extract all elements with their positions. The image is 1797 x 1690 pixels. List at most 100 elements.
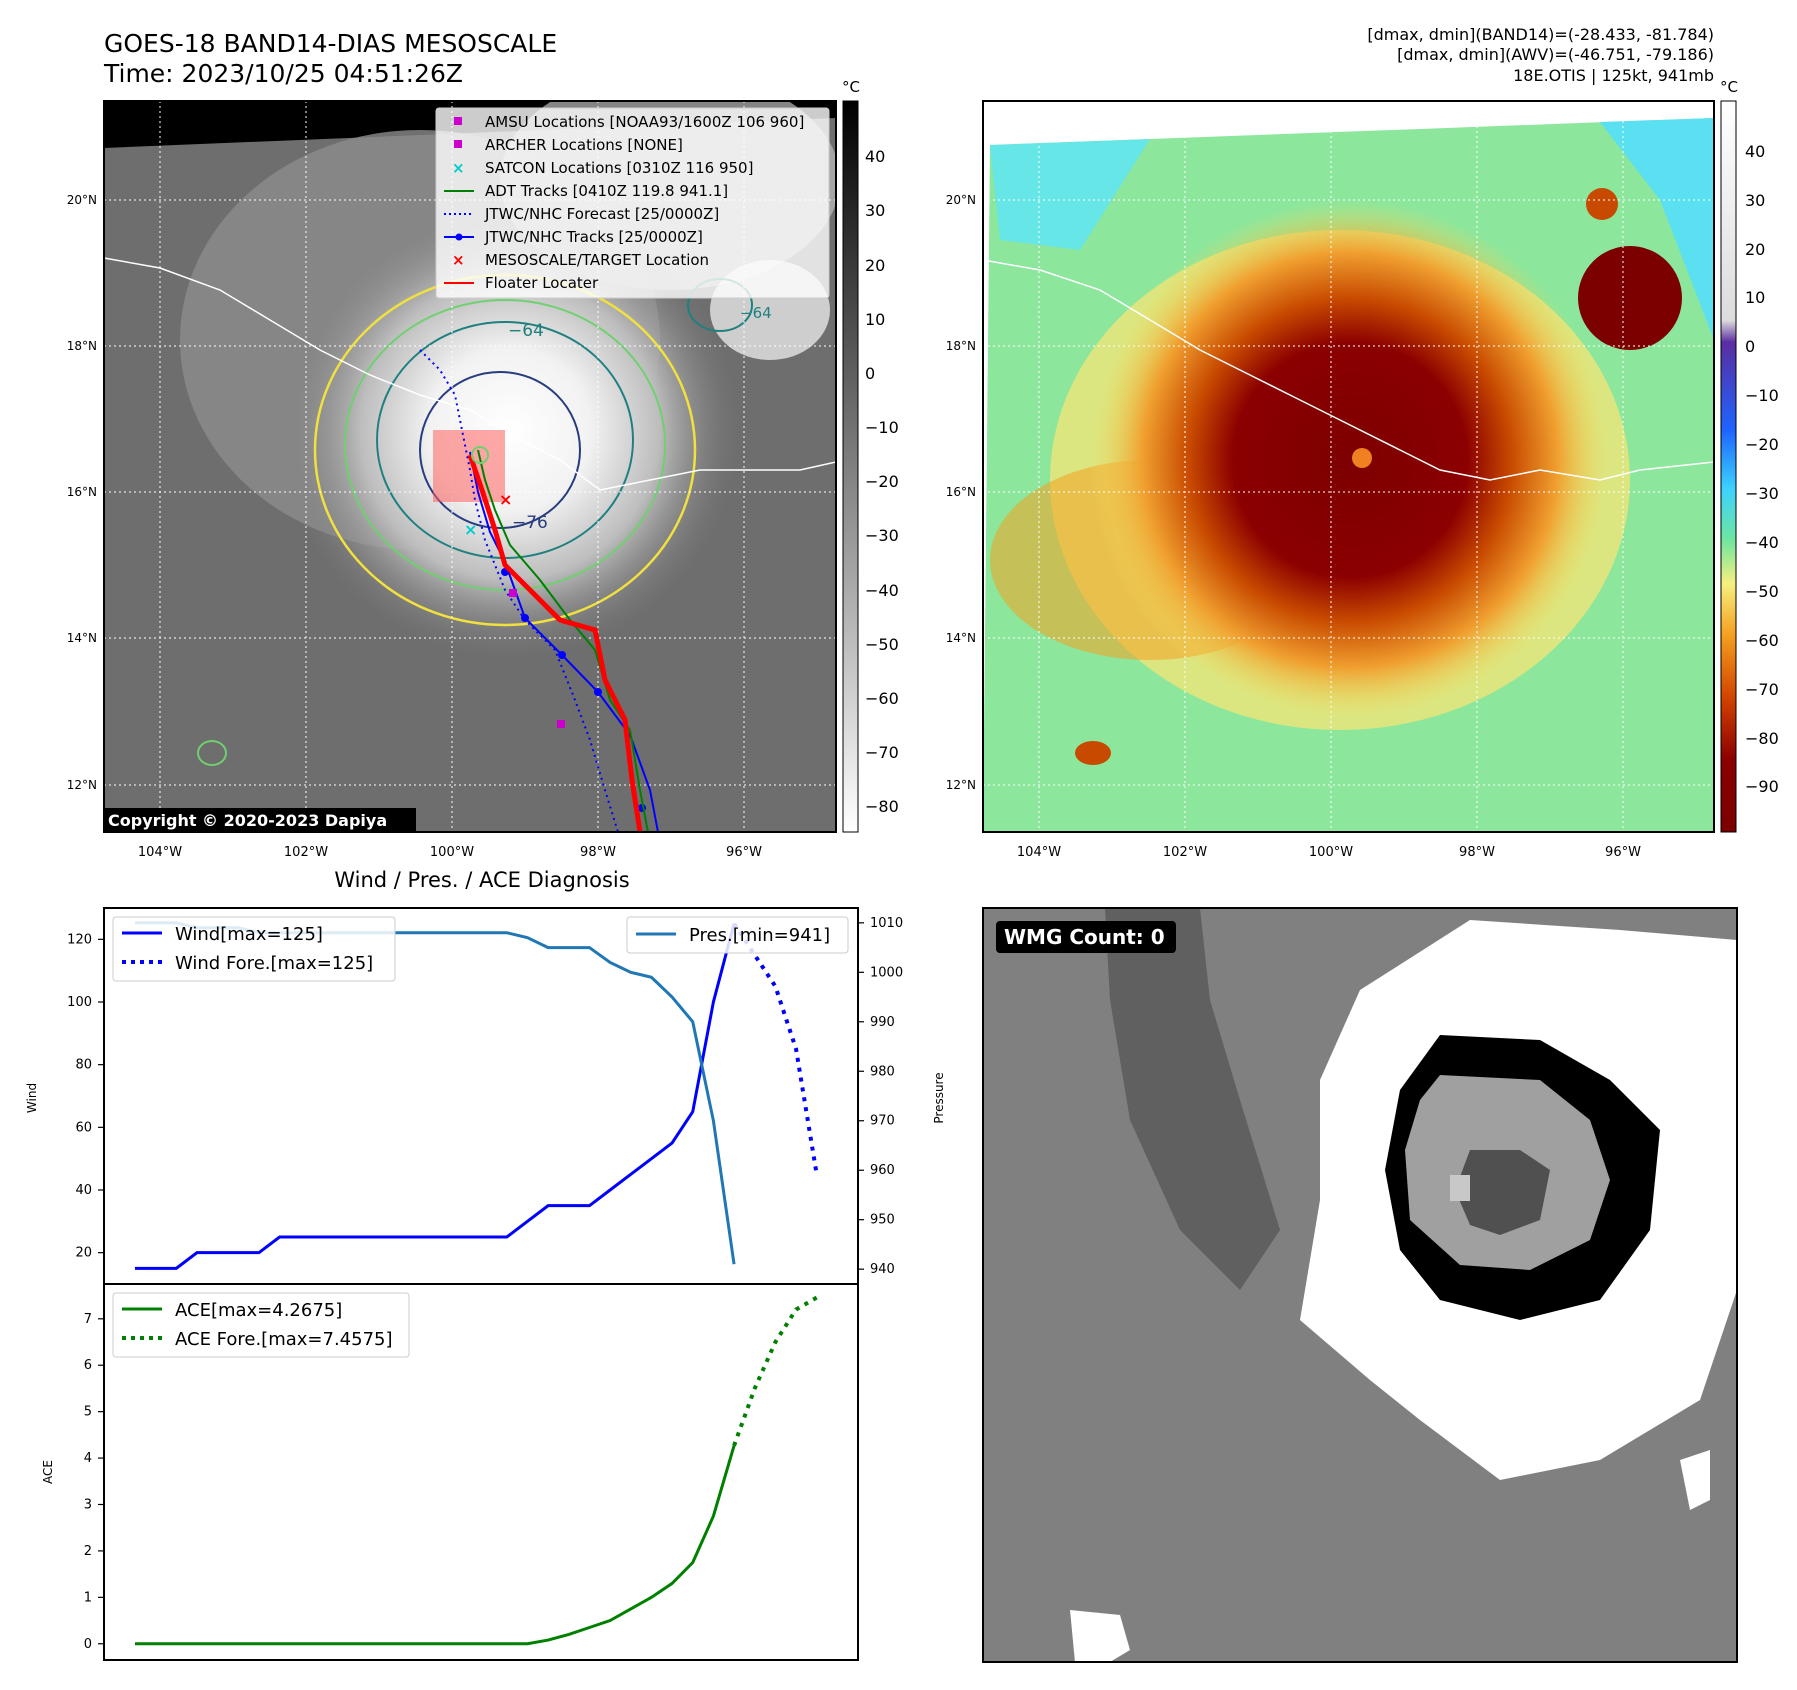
wind-yticks: 20 40 60 80 100 120 [67, 932, 104, 1261]
diagnosis-title: Wind / Pres. / ACE Diagnosis [334, 868, 629, 892]
info-band14: [dmax, dmin](BAND14)=(-28.433, -81.784) [1367, 25, 1714, 44]
pressure-ytick-label: 1010 [870, 916, 903, 931]
pressure-ytick-label: 1000 [870, 965, 903, 980]
pressure-ytick-label: 950 [870, 1213, 895, 1228]
legend-satcon-icon: × [452, 159, 465, 177]
dias-cell-3 [1075, 741, 1111, 765]
ir-colorbar-tick: −10 [865, 418, 899, 437]
jtwc-forecast-track [419, 349, 619, 832]
figure-title: GOES-18 BAND14-DIAS MESOSCALE [104, 29, 557, 58]
dias-colorbar-tick: −20 [1745, 435, 1779, 454]
dias-colorbar [1720, 100, 1737, 833]
dias-lat-tick: 14°N [946, 631, 976, 645]
wind-ytick-label: 60 [75, 1120, 92, 1135]
ir-colorbar-tick: 0 [865, 364, 875, 383]
info-awv: [dmax, dmin](AWV)=(-46.751, -79.186) [1397, 45, 1714, 64]
pressure-yticks: 940 950 960 970 980 990 1000 1010 [858, 916, 903, 1277]
legend-archer-icon [454, 140, 462, 148]
ir-lat-tick: 12°N [67, 778, 97, 792]
wmg-panel: WMG Count: 0 [982, 907, 1738, 1663]
wmg-eye [1450, 1175, 1470, 1201]
dias-cool-region-2 [1600, 118, 1714, 340]
legend-target: MESOSCALE/TARGET Location [485, 251, 709, 269]
adt-track [477, 449, 649, 832]
ace-fore-legend-label: ACE Fore.[max=7.4575] [175, 1329, 393, 1350]
wind-fore-legend-label: Wind Fore.[max=125] [175, 953, 373, 974]
info-storm: 18E.OTIS | 125kt, 941mb [1513, 66, 1714, 85]
dias-colorbar-tick: 30 [1745, 191, 1765, 210]
ir-lat-tick: 18°N [67, 339, 97, 353]
wmg-count: WMG Count: 0 [1004, 925, 1165, 949]
dias-lat-tick: 20°N [946, 193, 976, 207]
ace-ytick-label: 1 [84, 1590, 92, 1605]
ir-colorbar [842, 100, 859, 833]
ir-colorbar-tick: −70 [865, 743, 899, 762]
ir-colorbar-tick: −60 [865, 689, 899, 708]
ir-colorbar-tick: −80 [865, 797, 899, 816]
contour-76 [419, 371, 581, 529]
ace-legend-box [112, 1292, 410, 1358]
ir-lon-tick: 96°W [726, 845, 762, 860]
wmg-patch-2 [1070, 1610, 1130, 1662]
target-marker: × [499, 490, 512, 509]
ir-lat-tick: 14°N [67, 631, 97, 645]
ace-series-group [134, 1295, 818, 1646]
pres-legend-box [626, 916, 849, 954]
ace-forecast-series-line [732, 1295, 818, 1447]
contour-label-2: −76 [512, 513, 548, 533]
ir-colorbar-tick: −40 [865, 581, 899, 600]
pressure-ytick-label: 970 [870, 1114, 895, 1129]
wind-ylabel: Wind [25, 1083, 39, 1113]
wmg-count-box [996, 921, 1176, 953]
dias-map-frame [982, 100, 1715, 833]
dias-lon-tick: 96°W [1605, 845, 1641, 860]
ir-colorbar-tick: 40 [865, 147, 885, 166]
dias-colorbar-tick: 10 [1745, 288, 1765, 307]
wind-ytick-label: 80 [75, 1058, 92, 1073]
dias-cell-2 [1586, 188, 1618, 220]
ir-colorbar-tick: −50 [865, 635, 899, 654]
eye-contour [471, 446, 489, 464]
legend-target-icon: × [452, 251, 465, 269]
wind-ytick-label: 20 [75, 1246, 92, 1261]
wmg-patch-1 [1680, 1450, 1710, 1510]
dias-colorbar-tick: −10 [1745, 386, 1779, 405]
legend-jtwc: JTWC/NHC Tracks [25/0000Z] [484, 228, 703, 246]
wind-ytick-label: 40 [75, 1183, 92, 1198]
legend-satcon: SATCON Locations [0310Z 116 950] [485, 159, 753, 177]
wmg-inner-ring [1455, 1150, 1550, 1235]
floater-track [467, 454, 643, 832]
ace-ytick-label: 7 [84, 1312, 92, 1327]
pressure-ytick-label: 990 [870, 1015, 895, 1030]
ace-ytick-label: 2 [84, 1544, 92, 1559]
ace-ytick-label: 3 [84, 1497, 92, 1512]
ir-lon-tick: 98°W [580, 845, 616, 860]
wind-pressure-chart: Wind / Pres. / ACE Diagnosis Wind Pressu… [25, 868, 946, 1285]
ir-lat-tick: 20°N [67, 193, 97, 207]
dias-colorbar-tick: −50 [1745, 582, 1779, 601]
dias-lon-tick: 100°W [1309, 845, 1353, 860]
ace-chart: ACE 0 1 2 3 4 5 6 7 ACE[max=4.2675] ACE Fore.[m… [41, 1283, 859, 1661]
wind-ytick-label: 100 [67, 995, 92, 1010]
dias-coastline [983, 259, 1714, 481]
pressure-ytick-label: 960 [870, 1163, 895, 1178]
ir-lat-tick: 16°N [67, 485, 97, 499]
dias-lat-tick: 12°N [946, 778, 976, 792]
dias-lat-tick: 16°N [946, 485, 976, 499]
dias-map-panel: 20°N 18°N 16°N 14°N 12°N 104°W 102°W 100… [946, 78, 1779, 860]
wmg-frame [982, 907, 1738, 1663]
floater-box [433, 430, 505, 502]
ace-series-line [134, 1445, 736, 1646]
dias-colorbar-tick: −70 [1745, 680, 1779, 699]
pressure-ytick-label: 980 [870, 1064, 895, 1079]
ir-map-panel: −64 −76 −64 [67, 78, 899, 860]
ace-ytick-label: 0 [84, 1637, 92, 1652]
amsu-marker-2 [557, 720, 565, 728]
ace-yticks: 0 1 2 3 4 5 6 7 [84, 1312, 104, 1652]
legend-adt: ADT Tracks [0410Z 119.8 941.1] [485, 182, 728, 200]
dias-cell-1 [1578, 246, 1682, 350]
pressure-ylabel: Pressure [932, 1072, 946, 1123]
dias-colorbar-tick: −90 [1745, 777, 1779, 796]
dias-colorbar-tick: 40 [1745, 142, 1765, 161]
